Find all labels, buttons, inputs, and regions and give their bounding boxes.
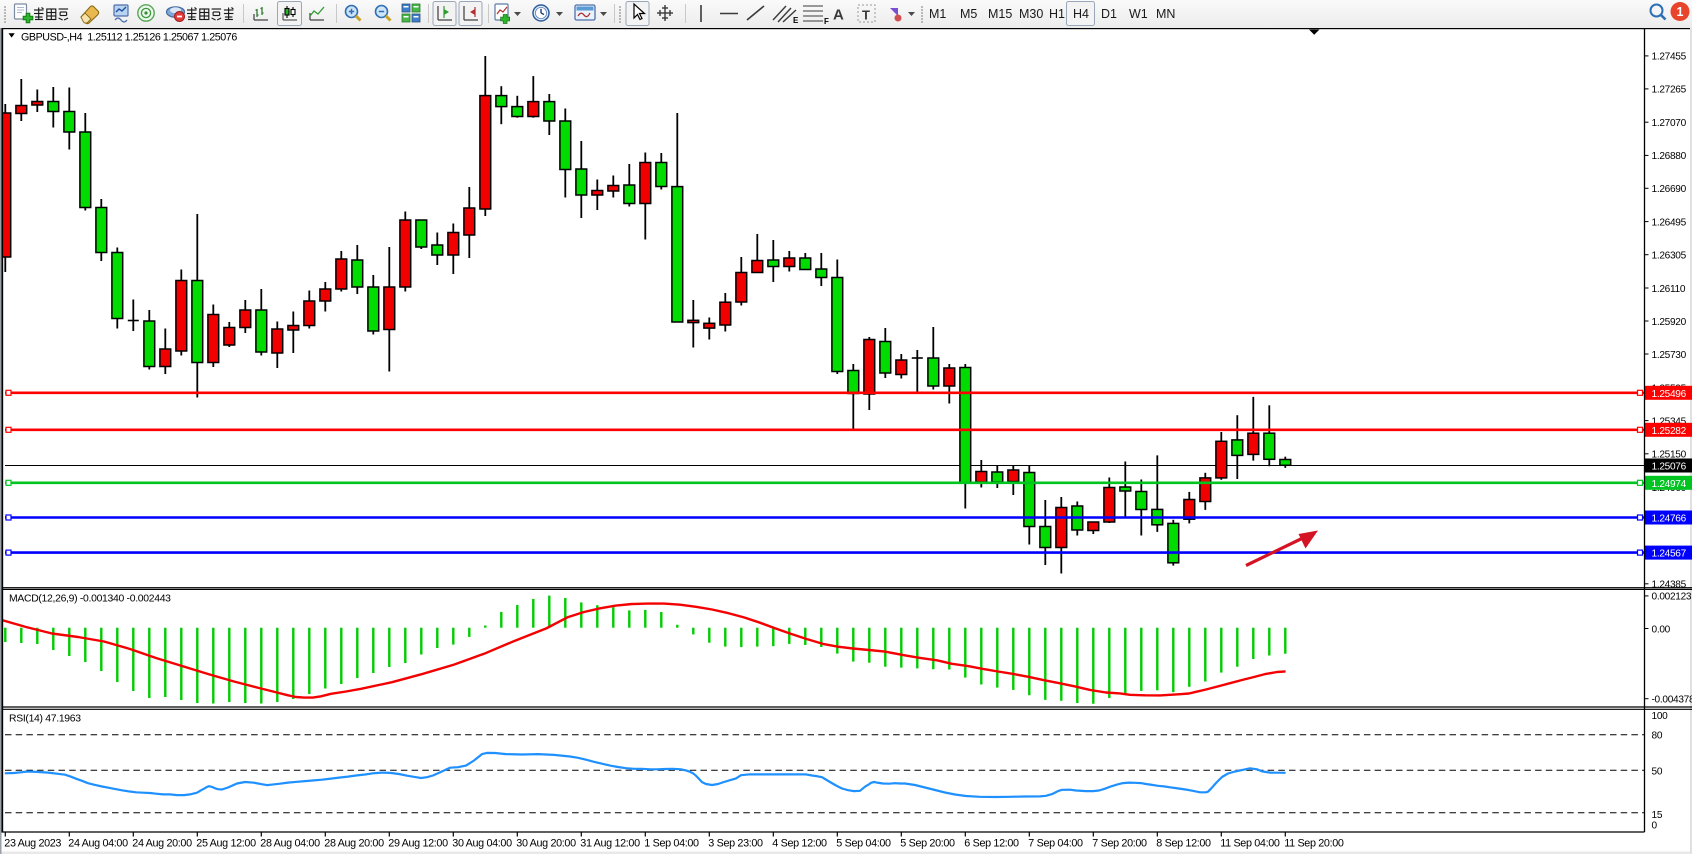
svg-text:31 Aug 12:00: 31 Aug 12:00 [580, 838, 640, 850]
svg-text:24 Aug 04:00: 24 Aug 04:00 [68, 838, 128, 850]
svg-text:W1: W1 [1129, 7, 1148, 21]
svg-text:-0.004378: -0.004378 [1652, 695, 1692, 706]
svg-text:15: 15 [1652, 810, 1663, 821]
svg-text:7 Sep 04:00: 7 Sep 04:00 [1028, 838, 1083, 850]
svg-text:0: 0 [1652, 821, 1658, 832]
svg-text:80: 80 [1652, 731, 1663, 742]
svg-text:1.27070: 1.27070 [1652, 118, 1687, 129]
svg-text:1.25150: 1.25150 [1652, 450, 1687, 461]
svg-text:5 Sep 04:00: 5 Sep 04:00 [836, 838, 891, 850]
svg-text:7 Sep 20:00: 7 Sep 20:00 [1092, 838, 1147, 850]
svg-text:1: 1 [1677, 5, 1684, 19]
svg-text:1.25730: 1.25730 [1652, 350, 1687, 361]
svg-text:100: 100 [1652, 711, 1669, 722]
svg-text:1.27265: 1.27265 [1652, 85, 1687, 96]
svg-text:11 Sep 20:00: 11 Sep 20:00 [1284, 838, 1344, 850]
svg-text:1.25345: 1.25345 [1652, 416, 1687, 427]
svg-text:MN: MN [1156, 7, 1175, 21]
svg-text:1.24974: 1.24974 [1652, 479, 1687, 490]
svg-text:RSI(14) 47.1963: RSI(14) 47.1963 [9, 714, 81, 725]
svg-text:H1: H1 [1049, 7, 1065, 21]
svg-text:1.24385: 1.24385 [1652, 580, 1687, 591]
svg-text:28 Aug 04:00: 28 Aug 04:00 [260, 838, 320, 850]
svg-text:1.25076: 1.25076 [1652, 462, 1687, 473]
svg-text:23 Aug 2023: 23 Aug 2023 [4, 838, 61, 850]
svg-text:1.25920: 1.25920 [1652, 317, 1687, 328]
svg-text:1.26305: 1.26305 [1652, 251, 1687, 262]
svg-text:6 Sep 12:00: 6 Sep 12:00 [964, 838, 1019, 850]
svg-text:1 Sep 04:00: 1 Sep 04:00 [644, 838, 699, 850]
svg-text:30 Aug 20:00: 30 Aug 20:00 [516, 838, 576, 850]
svg-text:1.25282: 1.25282 [1652, 426, 1687, 437]
svg-text:1.27455: 1.27455 [1652, 52, 1687, 63]
svg-text:1.26690: 1.26690 [1652, 184, 1687, 195]
svg-text:0.00: 0.00 [1652, 624, 1671, 635]
svg-text:1.26495: 1.26495 [1652, 217, 1687, 228]
svg-text:30 Aug 04:00: 30 Aug 04:00 [452, 838, 512, 850]
svg-text:M15: M15 [988, 7, 1012, 21]
svg-text:1.25496: 1.25496 [1652, 389, 1687, 400]
svg-text:1.26110: 1.26110 [1652, 284, 1686, 295]
svg-text:29 Aug 12:00: 29 Aug 12:00 [388, 838, 448, 850]
svg-text:8 Sep 12:00: 8 Sep 12:00 [1156, 838, 1211, 850]
svg-text:D1: D1 [1101, 7, 1117, 21]
svg-text:3 Sep 23:00: 3 Sep 23:00 [708, 838, 763, 850]
svg-text:F: F [824, 17, 829, 26]
svg-text:4 Sep 12:00: 4 Sep 12:00 [772, 838, 827, 850]
svg-text:MACD(12,26,9) -0.001340 -0.002: MACD(12,26,9) -0.001340 -0.002443 [9, 594, 171, 605]
svg-text:H4: H4 [1073, 7, 1089, 21]
svg-text:T: T [862, 8, 870, 23]
svg-text:11 Sep 04:00: 11 Sep 04:00 [1220, 838, 1280, 850]
svg-text:28 Aug 20:00: 28 Aug 20:00 [324, 838, 384, 850]
svg-text:1.24766: 1.24766 [1652, 514, 1687, 525]
svg-text:E: E [793, 16, 799, 25]
svg-text:M30: M30 [1019, 7, 1043, 21]
svg-text:1.26880: 1.26880 [1652, 151, 1687, 162]
svg-text:GBPUSD-,H4 1.25112 1.25126 1.: GBPUSD-,H4 1.25112 1.25126 1.25067 1.250… [21, 32, 237, 44]
svg-text:M5: M5 [960, 7, 977, 21]
svg-text:24 Aug 20:00: 24 Aug 20:00 [132, 838, 192, 850]
svg-text:5 Sep 20:00: 5 Sep 20:00 [900, 838, 955, 850]
svg-text:25 Aug 12:00: 25 Aug 12:00 [196, 838, 256, 850]
svg-text:M1: M1 [929, 7, 946, 21]
svg-text:1.24567: 1.24567 [1652, 549, 1687, 560]
svg-text:A: A [833, 7, 844, 24]
svg-text:50: 50 [1652, 767, 1663, 778]
svg-text:0.002123: 0.002123 [1652, 592, 1692, 603]
